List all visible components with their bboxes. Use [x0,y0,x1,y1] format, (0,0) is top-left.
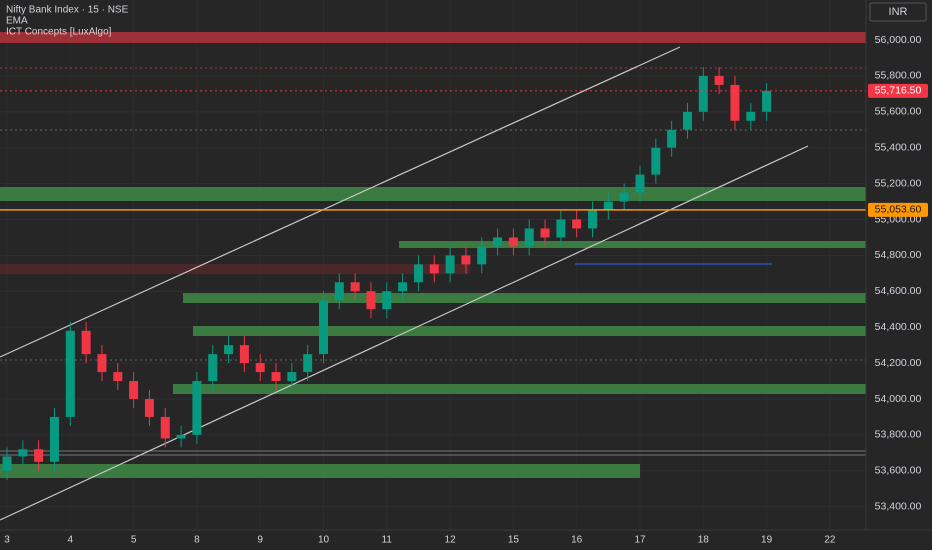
candle-body [619,192,629,202]
candle-body [65,330,75,417]
candle-body [540,228,550,238]
candle-body [730,84,740,121]
y-tick-label: 55,600.00 [875,106,922,118]
demand-zone [193,326,866,336]
x-tick-label: 17 [634,535,646,546]
price-tag-label: 55,053.60 [875,204,922,216]
candle-body [667,129,677,148]
y-tick-label: 55,800.00 [875,70,922,82]
demand-zone [0,464,640,478]
x-tick-label: 18 [698,535,710,546]
candle-body [129,381,139,399]
x-tick-label: 22 [824,535,836,546]
demand-zone [173,384,866,394]
candle-body [350,282,360,292]
supply-zone [0,32,866,43]
candle-body [81,330,91,355]
indicator-label: ICT Concepts [LuxAlgo] [6,27,112,38]
x-tick-label: 3 [4,535,10,546]
candle-body [176,434,186,439]
candle-body [762,90,772,112]
candle-body [319,300,328,355]
candle-body [398,282,408,292]
y-tick-label: 54,200.00 [875,357,922,369]
y-tick-label: 53,600.00 [875,465,922,477]
candle-body [303,354,313,373]
demand-zone [183,293,866,303]
y-tick-label: 54,400.00 [875,321,922,333]
candle-body [2,456,12,471]
candle-body [461,255,471,265]
candle-body [603,201,613,211]
candle-body [334,282,344,301]
candle-body [255,363,265,373]
demand-zone [0,187,866,201]
candle-body [208,354,218,382]
candle-body [239,345,249,364]
candle-body [34,449,44,462]
currency: INR [889,6,908,18]
x-tick-label: 10 [318,535,330,546]
candle-body [366,291,376,310]
candle-body [271,372,281,382]
y-tick-label: 55,200.00 [875,177,922,189]
channel-line [0,145,809,521]
candles [0,66,866,480]
x-tick-label: 12 [445,535,457,546]
currency-box [869,2,927,22]
y-tick-label: 54,000.00 [875,393,922,405]
price-tag-label: 55,716.50 [875,85,922,97]
candle-body [651,147,661,175]
candle-body [508,237,518,247]
candle-body [413,264,423,283]
y-tick-label: 53,400.00 [875,500,922,512]
candle-body [429,264,439,274]
x-tick-label: 19 [761,535,773,546]
candle-body [287,372,297,382]
axes: 56,000.00 55,800.00 55,600.00 55,400.00 55,2… [4,34,928,546]
price-tag [868,202,928,217]
candle-body [572,219,582,229]
candle-body [224,345,234,355]
candle-body [445,255,455,274]
candle-body [635,174,645,193]
chart-title: Nifty Bank Index · 15 · NSE [6,5,129,16]
candle-body [477,246,487,265]
candle-body [588,210,598,229]
candle-body [192,381,202,435]
channel-line [0,46,681,358]
price-tag [868,83,928,98]
candle-body [524,228,534,247]
candle-body [97,354,107,373]
candle-body [49,416,59,462]
x-tick-label: 15 [508,535,520,546]
x-tick-label: 9 [257,535,263,546]
candle-body [382,291,392,310]
supply-zone [0,264,470,274]
candle-body [682,111,692,130]
x-tick-label: 5 [131,535,137,546]
x-tick-label: 16 [571,535,583,546]
candle-body [556,219,566,238]
x-tick-label: 4 [68,535,74,546]
candle-body [18,449,28,457]
candle-body [144,398,154,417]
candle-body [113,372,123,382]
candle-body [493,237,503,247]
demand-zone [399,241,866,248]
y-tick-label: 54,800.00 [875,249,922,261]
y-tick-label: 56,000.00 [875,34,922,46]
y-tick-label: 53,800.00 [875,429,922,441]
y-tick-label: 54,600.00 [875,285,922,297]
y-tick-label: 55,400.00 [875,141,922,153]
candle-body [746,111,756,121]
x-tick-label: 11 [382,535,393,546]
candle-body [698,75,708,112]
x-tick-label: 8 [194,535,200,546]
candle-body [714,75,724,85]
indicator-label: EMA [6,16,28,27]
candle-body [160,416,170,439]
